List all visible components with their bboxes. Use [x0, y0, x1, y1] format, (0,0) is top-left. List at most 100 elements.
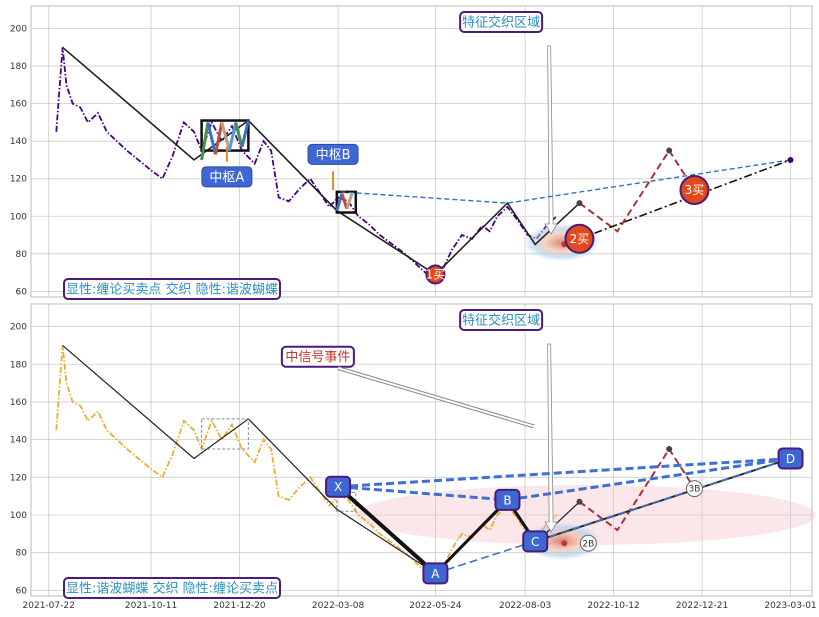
bottom-ytick-160: 160 [10, 398, 27, 408]
harmonic-point-c-box [522, 530, 549, 553]
top-ytick-60: 60 [16, 287, 28, 297]
xtick-2022-12-21: 2022-12-21 [676, 601, 728, 611]
small-buy-2b-text: 2B [582, 539, 594, 549]
buy-point-1-circle [425, 264, 446, 285]
pivot-a-zigzag-6 [240, 120, 250, 148]
top-legend-label-box [63, 278, 281, 300]
pivot-a-zigzag-0 [200, 122, 210, 161]
harmonic-point-b: B [494, 488, 521, 511]
pivot-b-label: 中枢B [307, 143, 359, 165]
harmonic-point-d-text: D [786, 452, 795, 466]
pivot-a-zigzag-2 [214, 122, 224, 155]
xtick-2022-03-08: 2022-03-08 [312, 601, 365, 611]
small-buy-3b-circle [685, 480, 703, 498]
top-legend-label-text: 显性:缠论买卖点 交织 隐性:谐波蝴蝶 [66, 282, 278, 298]
top-ytick-200: 200 [10, 25, 27, 35]
bottom-plot-frame [30, 303, 813, 597]
bottom-highlight-label-text: 特征交织区域 [462, 313, 540, 329]
top-legend-label: 显性:缠论买卖点 交织 隐性:谐波蝴蝶 [63, 278, 281, 300]
bottom-pivot-ghost-b [336, 491, 357, 512]
top-highlight-label-box [459, 11, 544, 33]
harmonic-point-x-text: X [334, 480, 342, 494]
buy-point-2-circle [564, 223, 595, 254]
top-ytick-140: 140 [10, 137, 27, 147]
bottom-pivot-ghost-a [201, 418, 249, 450]
top-plot-frame [30, 5, 813, 298]
top-highlight-label-text: 特征交织区域 [462, 15, 540, 31]
bottom-ytick-180: 180 [10, 360, 27, 370]
bottom-ytick-60: 60 [16, 586, 28, 596]
harmonic-point-c-text: C [531, 535, 539, 549]
bottom-legend-label-box [63, 577, 281, 599]
pivot-a-label-text: 中枢A [209, 170, 244, 185]
pivot-b-zigzag-1 [340, 193, 349, 210]
top-ytick-100: 100 [10, 212, 27, 222]
top-highlight-arrow [544, 45, 558, 235]
xtick-2021-12-20: 2021-12-20 [213, 601, 266, 611]
signal-arrow-inner [337, 367, 535, 428]
xtick-2023-03-01: 2023-03-01 [764, 601, 816, 611]
bottom-ytick-80: 80 [16, 549, 28, 559]
top-forecast-path [578, 148, 696, 233]
bottom-ytick-200: 200 [10, 323, 27, 333]
bottom-ytick-120: 120 [10, 473, 27, 483]
small-buy-2b-circle [579, 534, 597, 552]
buy-point-3-circle [679, 174, 710, 205]
bottom-ytick-100: 100 [10, 511, 27, 521]
bottom-forecast-node-2 [666, 446, 673, 453]
buy-point-2: 2买 [564, 223, 595, 254]
xtick-2022-05-24: 2022-05-24 [409, 601, 462, 611]
pivot-a-zigzag-1 [206, 122, 217, 155]
buy-point-1-label: 1买 [426, 267, 446, 281]
buy-point-1: 1买 [425, 264, 446, 285]
pivot-a-zigzag-4 [227, 122, 238, 151]
harmonic-point-b-text: B [503, 493, 511, 507]
xtick-2022-10-12: 2022-10-12 [587, 601, 639, 611]
harmonic-point-a-box [422, 562, 449, 585]
xtick-2021-10-11: 2021-10-11 [125, 601, 177, 611]
bottom-ytick-140: 140 [10, 436, 27, 446]
harmonic-point-c: C [522, 530, 549, 553]
bottom-intersection-dot [561, 540, 568, 547]
top-forecast-node-0 [576, 200, 583, 207]
pivot-a-label-box [201, 166, 253, 188]
bottom-forecast-node-0 [576, 498, 583, 505]
harmonic-point-a-text: A [431, 567, 440, 581]
small-buy-3b-text: 3B [689, 485, 701, 495]
harmonic-point-d-box [777, 447, 804, 470]
pivot-a-label: 中枢A [201, 166, 253, 188]
top-highlight-label: 特征交织区域 [459, 11, 544, 33]
signal-event-label-text: 中信号事件 [285, 350, 350, 365]
harmonic-point-b-box [494, 488, 521, 511]
harmonic-xa-leg [336, 485, 437, 575]
pivot-a-zigzag-3 [220, 122, 231, 151]
harmonic-point-x-box [325, 475, 352, 498]
top-ytick-160: 160 [10, 100, 27, 110]
buy-point-3: 3买 [679, 174, 710, 205]
pivot-b-zigzag-0 [335, 193, 344, 212]
bottom-highlight-label-box [459, 309, 544, 331]
bottom-legend-label: 显性:谐波蝴蝶 交织 隐性:缠论买卖点 [63, 577, 281, 599]
pivot-b-label-text: 中枢B [316, 148, 351, 163]
harmonic-point-d: D [777, 447, 804, 470]
pivot-b-zigzag-2 [345, 193, 354, 210]
signal-event-label: 中信号事件 [280, 345, 355, 368]
bottom-forecast-path [578, 447, 696, 532]
pivot-b-label-box [307, 143, 359, 165]
harmonic-point-a: A [422, 562, 449, 585]
signal-event-label-box [280, 345, 355, 368]
harmonic-dashed-3 [435, 457, 791, 575]
harmonic-point-x: X [325, 475, 352, 498]
buy-point-2-label: 2买 [570, 232, 590, 246]
xtick-2022-08-03: 2022-08-03 [499, 601, 551, 611]
top-ytick-180: 180 [10, 62, 27, 72]
top-forecast-node-2 [666, 147, 673, 154]
small-buy-2b: 2B [579, 534, 597, 552]
bottom-highlight-label: 特征交织区域 [459, 309, 544, 331]
pivot-a-zigzag-5 [234, 122, 244, 148]
pivot-box-0 [200, 119, 250, 152]
